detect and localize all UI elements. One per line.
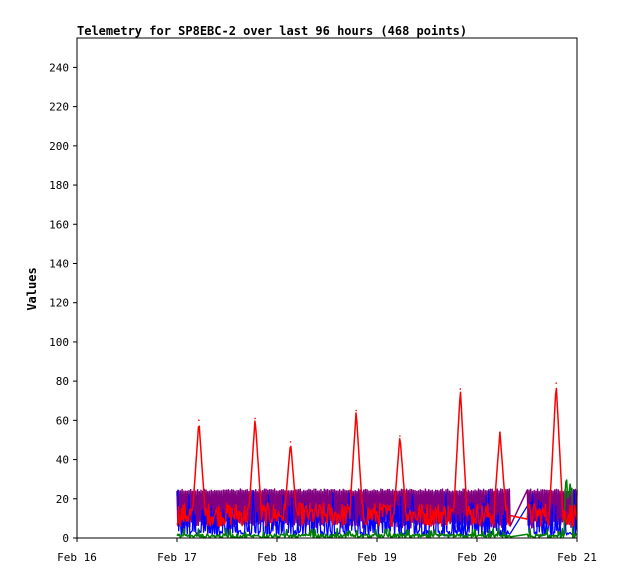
series-blue-line [176,489,578,537]
y-axis-label: Values [25,267,39,310]
red-peak-point [254,417,256,420]
y-tick-label: 220 [49,101,69,114]
x-tick-label: Feb 20 [457,551,497,564]
red-peak-point [289,441,292,443]
y-tick-label: 200 [49,140,69,153]
series-layer [176,382,578,539]
y-tick-label: 100 [49,336,69,349]
y-tick-label: 140 [49,257,69,270]
axis-layer: 0 20 40 60 80 100 120 140 160 180 200 220 240 Feb 16 F… [49,37,597,564]
series-red-line [176,387,578,527]
x-tick-label: Feb 19 [357,551,397,564]
y-tick-label: 80 [56,375,69,388]
x-tick-label: Feb 17 [157,551,197,564]
y-tick-label: 40 [56,454,69,467]
y-tick-label: 120 [49,297,69,310]
red-peak-point [355,409,357,412]
x-tick-label: Feb 18 [257,551,297,564]
x-tick-label: Feb 16 [57,551,97,564]
plot-frame [76,37,578,539]
y-tick-label: 160 [49,218,69,231]
y-tick-label: 180 [49,179,69,192]
chart-title: Telemetry for SP8EBC-2 over last 96 hour… [77,24,467,38]
red-peak-point [459,388,462,390]
y-tick-label: 240 [49,61,69,74]
red-peak-point [555,382,557,384]
red-peak-point [198,419,200,422]
red-peak-point [499,431,501,433]
red-peak-point [399,435,401,437]
y-tick-label: 0 [62,532,69,545]
x-tick-label: Feb 21 [557,551,597,564]
y-tick-label: 20 [56,493,69,506]
y-tick-label: 60 [56,414,69,427]
series-purple-line [176,488,578,529]
